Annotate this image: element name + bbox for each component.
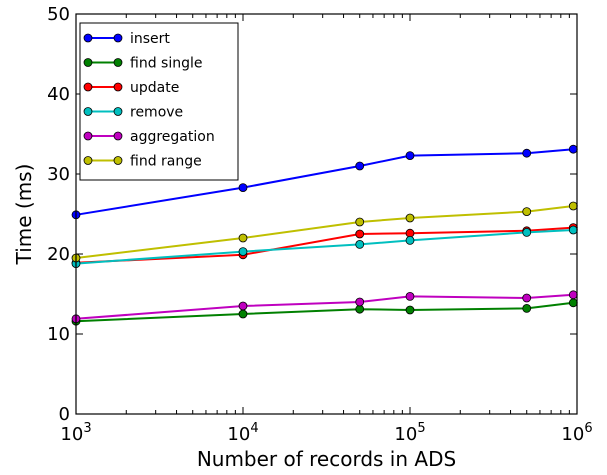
data-point [355, 239, 365, 249]
data-point [238, 233, 248, 243]
legend-marker [113, 131, 123, 141]
data-point [522, 293, 532, 303]
series-aggregation [71, 290, 578, 324]
y-tick-label: 0 [59, 404, 70, 425]
legend-marker [83, 156, 93, 165]
legend-label: aggregation [130, 129, 215, 145]
data-point [568, 298, 578, 308]
legend-label: remove [130, 105, 183, 121]
data-point [355, 161, 365, 171]
x-axis-label: Number of records in ADS [197, 447, 456, 471]
data-point [568, 290, 578, 300]
series-line [75, 293, 574, 320]
x-tick-label: 106 [561, 421, 592, 445]
legend: insert find single update remove aggregation… [79, 22, 239, 181]
legend-item: aggregation [83, 129, 215, 145]
y-tick-label: 50 [47, 4, 70, 25]
data-point [238, 309, 248, 319]
data-point [568, 201, 578, 211]
legend-label: update [130, 80, 179, 96]
x-tick-label: 103 [60, 421, 91, 445]
legend-item: find single [83, 56, 202, 72]
y-tick-label: 20 [47, 244, 70, 265]
data-point [238, 183, 248, 193]
axis-ticks: 0 10 20 30 40 50 103 104 105 106 [47, 4, 593, 445]
legend-marker [113, 107, 123, 116]
series-line [75, 148, 574, 216]
legend-item: update [83, 80, 179, 96]
legend-label: find single [130, 56, 202, 72]
legend-marker [83, 107, 93, 116]
series-line [75, 229, 574, 265]
data-point [238, 247, 248, 257]
data-point [238, 301, 248, 311]
series-insert [71, 144, 578, 220]
legend-marker [113, 156, 123, 165]
data-point [522, 303, 532, 313]
series-line [75, 205, 574, 259]
series-line [75, 226, 574, 264]
legend-marker [83, 131, 93, 141]
y-tick-label: 40 [47, 84, 70, 105]
data-point [522, 227, 532, 237]
data-point [568, 144, 578, 154]
y-tick-label: 30 [47, 164, 70, 185]
legend-marker [83, 82, 93, 92]
data-point [405, 291, 415, 301]
series-update [71, 223, 578, 268]
series-find-range [71, 201, 578, 263]
series-line [75, 301, 574, 323]
data-point [522, 148, 532, 158]
y-tick-label: 10 [47, 324, 70, 345]
legend-marker [113, 82, 123, 92]
data-point [355, 304, 365, 314]
data-point [522, 207, 532, 217]
legend-label: find range [130, 154, 202, 170]
y-axis-label: Time (ms) [12, 164, 36, 266]
data-point [355, 297, 365, 307]
series-remove [71, 225, 578, 269]
data-point [405, 213, 415, 223]
legend-marker [113, 58, 123, 67]
legend-label: insert [130, 31, 170, 47]
data-point [355, 217, 365, 227]
legend-item: remove [83, 105, 183, 121]
data-point [405, 305, 415, 315]
legend-box [79, 22, 239, 181]
x-tick-label: 105 [394, 421, 425, 445]
legend-marker [83, 33, 93, 43]
legend-item: insert [83, 31, 170, 47]
data-point [405, 235, 415, 245]
legend-item: find range [83, 154, 202, 170]
x-tick-label: 104 [227, 421, 258, 445]
legend-marker [83, 58, 93, 67]
data-point [355, 229, 365, 239]
data-point [568, 225, 578, 235]
legend-marker [113, 33, 123, 43]
data-point [405, 151, 415, 161]
plot-frame [75, 13, 578, 415]
